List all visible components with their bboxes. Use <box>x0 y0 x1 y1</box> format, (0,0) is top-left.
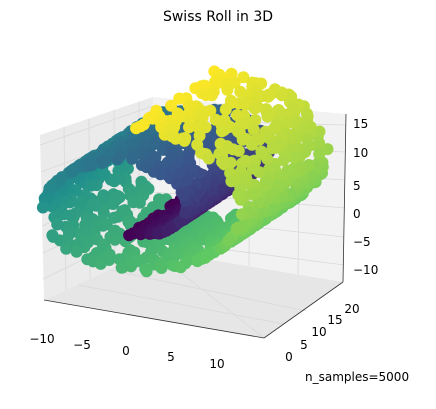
data-point <box>154 168 167 181</box>
z-tick-label: 5 <box>353 179 361 193</box>
data-point <box>235 208 248 221</box>
data-point <box>127 196 140 209</box>
data-point <box>173 216 185 229</box>
data-point <box>248 102 261 115</box>
y-tick-label: 15 <box>327 313 342 327</box>
data-point <box>111 153 124 166</box>
z-tick-label: −10 <box>353 263 378 277</box>
y-tick-label: 20 <box>344 302 359 316</box>
chart-title: Swiss Roll in 3D <box>162 9 274 25</box>
data-point <box>134 228 147 241</box>
data-point <box>261 110 274 123</box>
data-point <box>246 162 259 175</box>
z-tick-label: 15 <box>353 117 368 131</box>
data-point <box>60 242 73 255</box>
data-point <box>183 121 195 134</box>
data-point <box>66 165 79 178</box>
data-point <box>130 122 143 135</box>
data-point <box>43 182 56 195</box>
data-point <box>70 245 83 258</box>
data-point <box>155 262 168 274</box>
y-tick-label: 5 <box>300 338 308 352</box>
data-point <box>173 92 186 105</box>
data-point <box>47 230 60 243</box>
x-tick-label: 5 <box>167 350 175 364</box>
y-tick-label: 10 <box>311 325 326 339</box>
sample-count-annotation: n_samples=5000 <box>305 370 410 384</box>
x-tick-label: 10 <box>209 357 224 371</box>
data-point <box>237 71 250 84</box>
data-point <box>218 158 231 171</box>
y-tick-label: 0 <box>285 350 293 364</box>
x-tick-label: 0 <box>122 344 130 358</box>
data-point <box>96 156 108 169</box>
data-point <box>94 257 107 270</box>
data-point <box>123 229 136 242</box>
data-point <box>38 192 51 205</box>
data-point <box>246 138 258 151</box>
data-point <box>177 189 190 202</box>
data-point <box>36 201 49 214</box>
data-point <box>126 152 139 165</box>
data-point <box>169 132 182 145</box>
data-point <box>202 152 215 165</box>
data-point <box>313 148 326 161</box>
z-tick-label: 10 <box>353 146 368 160</box>
data-point <box>225 67 238 80</box>
data-point <box>51 218 64 231</box>
data-point <box>231 109 244 122</box>
data-point <box>221 83 234 96</box>
data-point <box>109 233 121 246</box>
scatter-points <box>36 65 334 278</box>
data-point <box>232 188 245 201</box>
data-point <box>84 159 97 172</box>
data-point <box>160 224 173 237</box>
data-point <box>115 261 128 274</box>
x-tick-label: −5 <box>73 338 91 352</box>
data-point <box>275 89 288 102</box>
data-point <box>140 265 153 278</box>
data-point <box>256 148 269 160</box>
data-point <box>222 234 235 247</box>
data-point <box>219 103 232 116</box>
data-point <box>266 142 279 155</box>
data-point <box>236 133 249 146</box>
data-point <box>174 261 187 274</box>
data-point <box>199 251 212 264</box>
z-tick-label: −5 <box>353 235 371 249</box>
data-point <box>200 89 213 102</box>
data-point <box>230 222 243 235</box>
data-point <box>56 171 68 184</box>
data-point <box>215 125 228 138</box>
axis-lines <box>43 113 347 339</box>
z-tick-label: 0 <box>353 207 361 221</box>
data-point <box>179 206 192 219</box>
x-tick-label: −10 <box>29 332 54 346</box>
data-point <box>225 175 238 188</box>
